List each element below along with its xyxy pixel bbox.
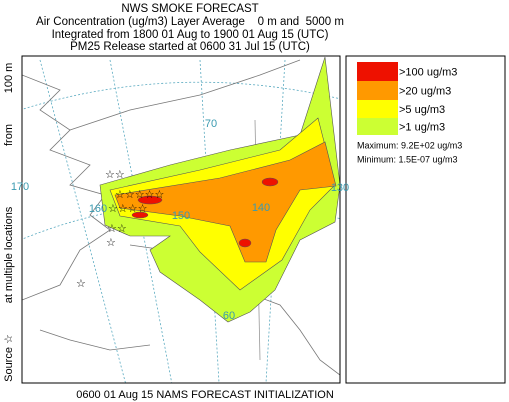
svg-text:☆☆☆☆☆: ☆☆☆☆☆ <box>115 189 164 201</box>
side-label-part: from <box>3 124 15 146</box>
maximum: Maximum: 9.2E+02 ug/m3 <box>357 140 462 150</box>
subtitle: Integrated from 1800 01 Aug to 1900 01 A… <box>52 29 329 41</box>
side-label-part: 100 m <box>3 63 15 94</box>
side-label-part: Source ☆ <box>3 334 15 382</box>
graticule-label: 140 <box>252 202 270 214</box>
legend: >100 ug/m3 >20 ug/m3 >5 ug/m3 >1 ug/m3 <box>357 62 457 135</box>
graticule-label: 130 <box>331 182 349 194</box>
legend-label: >1 ug/m3 <box>399 121 445 133</box>
legend-label: >100 ug/m3 <box>399 66 457 78</box>
subtitle: Air Concentration (ug/m3) Layer Average … <box>36 16 344 28</box>
graticule-label: 150 <box>172 210 190 222</box>
footer: 0600 01 Aug 15 NAMS FORECAST INITIALIZAT… <box>76 389 334 401</box>
graticule-label: 160 <box>89 203 107 215</box>
title: NWS SMOKE FORECAST <box>121 3 258 15</box>
map-frame <box>21 55 341 384</box>
graticule-label: 170 <box>11 181 29 193</box>
graticule-label: 70 <box>205 118 217 130</box>
graticule-label: 60 <box>223 310 235 322</box>
side-label: Source ☆ at multiple locations from 100 m <box>3 63 15 382</box>
legend-frame <box>345 55 506 384</box>
map: ☆☆☆☆☆☆☆ ☆☆☆☆☆☆ ☆☆ <box>22 56 340 383</box>
svg-text:☆☆: ☆☆ <box>107 223 127 235</box>
source-stars: ☆☆☆☆☆☆☆ ☆☆☆☆☆☆ ☆☆ <box>76 169 164 290</box>
svg-text:☆: ☆ <box>76 278 86 290</box>
svg-text:☆: ☆ <box>106 237 116 249</box>
minimum: Minimum: 1.5E-07 ug/m3 <box>357 154 458 164</box>
legend-swatch <box>357 100 398 118</box>
grid-labels: 70 170 160 150 140 130 60 <box>11 118 349 322</box>
svg-text:☆☆: ☆☆ <box>105 169 125 181</box>
subtitle: PM25 Release started at 0600 31 Jul 15 (… <box>70 41 310 53</box>
legend-swatch <box>357 62 398 81</box>
legend-label: >20 ug/m3 <box>399 85 451 97</box>
legend-label: >5 ug/m3 <box>399 104 445 116</box>
side-label-part: at multiple locations <box>3 206 15 303</box>
svg-text:☆☆☆☆: ☆☆☆☆ <box>108 203 148 215</box>
legend-swatch <box>357 118 398 135</box>
legend-swatch <box>357 81 398 100</box>
